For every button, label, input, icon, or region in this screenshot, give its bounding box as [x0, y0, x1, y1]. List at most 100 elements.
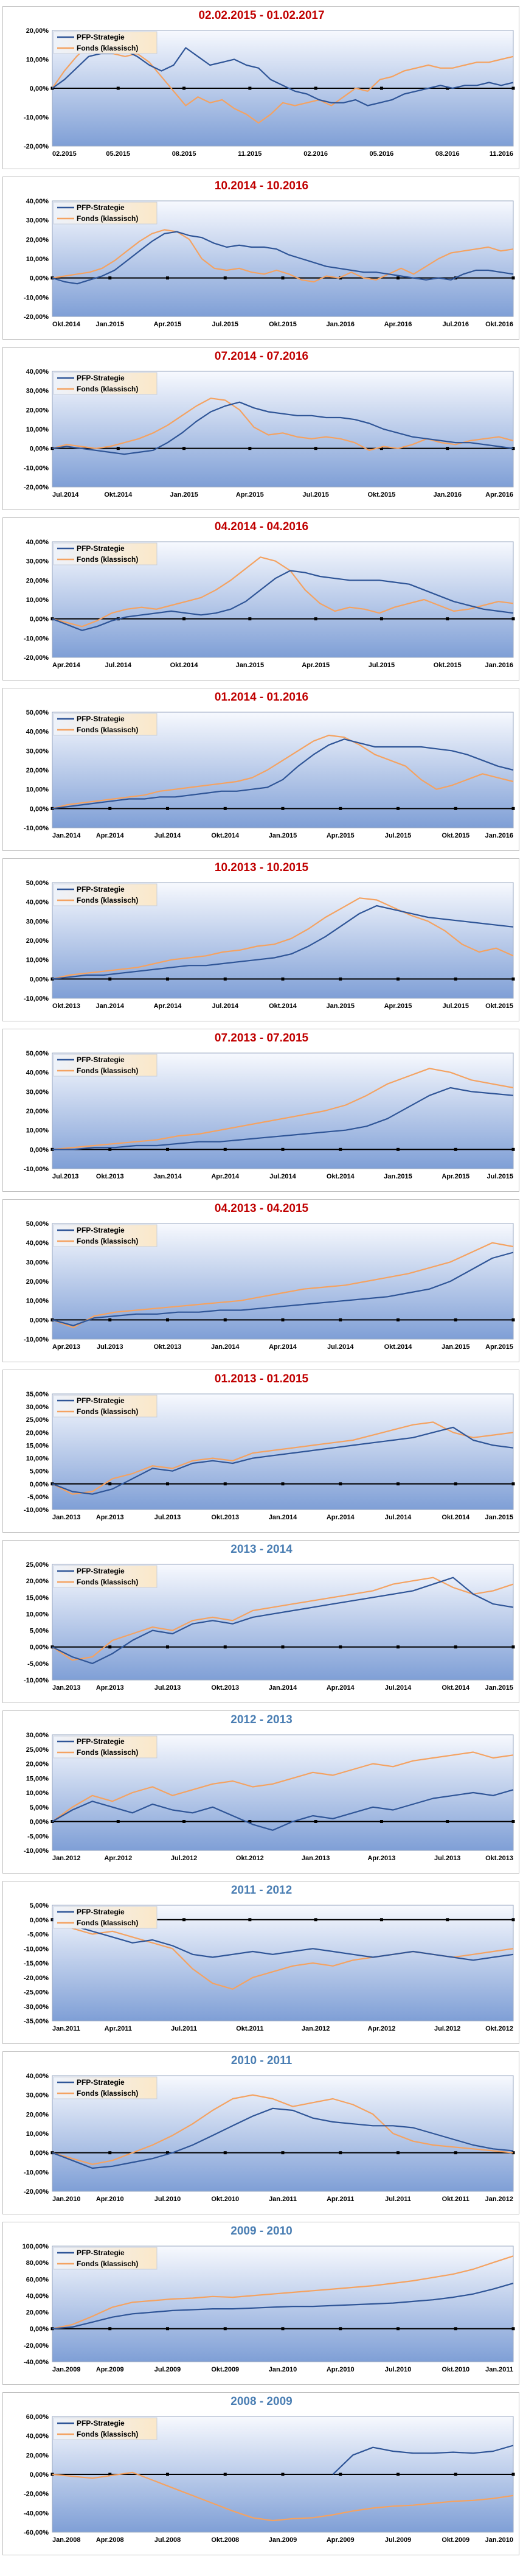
- series-line-strategy: [52, 231, 514, 285]
- legend-label-fund: Fonds (klassisch): [77, 1919, 138, 1927]
- x-tick-label: Okt.2014: [384, 1343, 413, 1351]
- x-tick-marker: [50, 2327, 54, 2331]
- y-tick-label: 30,00%: [26, 217, 49, 225]
- x-tick-label: Apr.2014: [96, 832, 125, 839]
- x-tick-label: Apr.2015: [302, 662, 330, 669]
- x-tick-label: Jul.2008: [154, 2536, 181, 2544]
- x-tick-label: Jan.2010: [52, 2196, 80, 2203]
- x-tick-label: Jan.2016: [485, 662, 513, 669]
- series-line-fund: [52, 397, 514, 451]
- y-tick-label: 15,00%: [26, 1594, 49, 1601]
- chart-svg: 40,00% 30,00% 20,00% 10,00% 0,00% -10,00% -20,…: [24, 539, 515, 669]
- legend-label-fund: Fonds (klassisch): [77, 385, 138, 393]
- chart-title: 04.2013 - 04.2015: [214, 1202, 309, 1215]
- series-line-strategy: [52, 570, 514, 631]
- legend-label-strategy: PFP-Strategie: [77, 1396, 125, 1405]
- x-tick-label: Jan.2016: [327, 321, 355, 328]
- x-tick-label: Jan.2015: [96, 321, 124, 328]
- y-tick-label: 15,00%: [26, 1442, 49, 1449]
- x-tick-marker: [446, 617, 449, 621]
- legend-box: [53, 1224, 158, 1247]
- x-tick-label: Apr.2013: [367, 1855, 395, 1862]
- x-tick-label: Jan.2015: [442, 1343, 469, 1351]
- x-tick-marker: [166, 807, 169, 810]
- legend-box: [53, 1054, 158, 1077]
- legend-label-fund: Fonds (klassisch): [77, 44, 138, 52]
- x-tick-label: Jan.2010: [485, 2536, 513, 2544]
- legend-label-fund: Fonds (klassisch): [77, 555, 138, 564]
- legend: PFP-Strategie Fonds (klassisch): [53, 2417, 158, 2440]
- x-tick-label: Jan.2013: [302, 1855, 330, 1862]
- y-tick-label: 0,00%: [30, 976, 49, 983]
- x-tick-marker: [281, 2151, 285, 2155]
- chart-panel: 2008 - 2009 60,00% 40,00% 20,00% 0,00% -20,00…: [0, 2386, 523, 2557]
- x-tick-label: Jul.2014: [52, 491, 79, 499]
- chart-title: 04.2014 - 04.2016: [214, 520, 309, 533]
- y-tick-label: 35,00%: [26, 1391, 49, 1398]
- series-line-strategy: [52, 905, 514, 980]
- chart-svg: 50,00% 40,00% 30,00% 20,00% 10,00% 0,00% -10,0…: [24, 1220, 515, 1351]
- x-tick-marker: [182, 1820, 186, 1823]
- chart-title: 2012 - 2013: [230, 1713, 293, 1726]
- legend-box: [53, 883, 158, 906]
- x-tick-marker: [339, 2473, 342, 2476]
- y-tick-label: -10,00%: [24, 114, 49, 122]
- chart-title: 2010 - 2011: [230, 2054, 293, 2067]
- x-tick-label: Okt.2016: [485, 321, 513, 328]
- x-tick-label: Okt.2009: [442, 2536, 469, 2544]
- x-tick-marker: [223, 1645, 227, 1649]
- legend-label-fund: Fonds (klassisch): [77, 896, 138, 905]
- x-tick-label: Okt.2008: [211, 2536, 239, 2544]
- x-tick-label: Jan.2013: [52, 1684, 80, 1692]
- y-tick-label: 15,00%: [26, 1775, 49, 1782]
- x-tick-marker: [281, 1147, 285, 1151]
- x-tick-label: Okt.2013: [96, 1173, 124, 1180]
- y-tick-label: 25,00%: [26, 1561, 49, 1569]
- y-tick-label: -20,00%: [24, 2342, 49, 2350]
- x-tick-label: Jan.2015: [327, 1003, 355, 1010]
- x-tick-label: Jan.2014: [269, 1684, 297, 1692]
- x-tick-label: Okt.2014: [104, 491, 133, 499]
- legend-label-fund: Fonds (klassisch): [77, 1578, 138, 1586]
- y-tick-label: 10,00%: [26, 1790, 49, 1797]
- x-tick-marker: [397, 1645, 400, 1649]
- x-tick-marker: [397, 276, 400, 280]
- chart-svg: 40,00% 30,00% 20,00% 10,00% 0,00% -10,00% -20,…: [24, 198, 515, 328]
- x-tick-marker: [454, 2473, 457, 2476]
- y-tick-label: 20,00%: [26, 27, 49, 35]
- legend-label-strategy: PFP-Strategie: [77, 203, 125, 212]
- y-tick-label: 30,00%: [26, 558, 49, 565]
- legend-box: [53, 2417, 158, 2440]
- chart-title: 2011 - 2012: [230, 1884, 293, 1897]
- x-tick-marker: [166, 2327, 169, 2331]
- series-line-strategy: [52, 1577, 514, 1664]
- y-tick-label: 40,00%: [26, 1240, 49, 1247]
- x-tick-marker: [223, 977, 227, 981]
- x-tick-marker: [314, 86, 317, 90]
- x-tick-label: Apr.2010: [96, 2196, 124, 2203]
- series-line-strategy: [52, 1919, 514, 1961]
- series-line-fund: [52, 2471, 514, 2522]
- chart-title: 10.2014 - 10.2016: [214, 180, 309, 192]
- chart-title: 07.2013 - 07.2015: [214, 1032, 309, 1045]
- legend-label-strategy: PFP-Strategie: [77, 544, 125, 553]
- x-tick-marker: [281, 2327, 285, 2331]
- y-tick-label: 0,00%: [30, 2326, 49, 2333]
- x-tick-marker: [182, 86, 186, 90]
- y-tick-label: 10,00%: [26, 1455, 49, 1463]
- x-tick-label: Okt.2014: [442, 1514, 470, 1521]
- x-tick-label: Okt.2014: [52, 321, 81, 328]
- series-line-fund: [52, 2094, 514, 2165]
- y-tick-label: 20,00%: [26, 2309, 49, 2317]
- y-tick-label: 40,00%: [26, 2433, 49, 2440]
- x-tick-label: Jul.2013: [52, 1173, 78, 1180]
- x-tick-marker: [281, 2473, 285, 2476]
- x-tick-label: Jan.2008: [52, 2536, 80, 2544]
- y-tick-label: 30,00%: [26, 1732, 49, 1739]
- series-line-strategy: [52, 1426, 514, 1495]
- legend-label-strategy: PFP-Strategie: [77, 715, 125, 723]
- x-tick-marker: [511, 1918, 515, 1922]
- chart-title: 01.2014 - 01.2016: [214, 691, 309, 704]
- y-tick-label: 20,00%: [26, 767, 49, 774]
- y-tick-label: -20,00%: [24, 1975, 49, 1982]
